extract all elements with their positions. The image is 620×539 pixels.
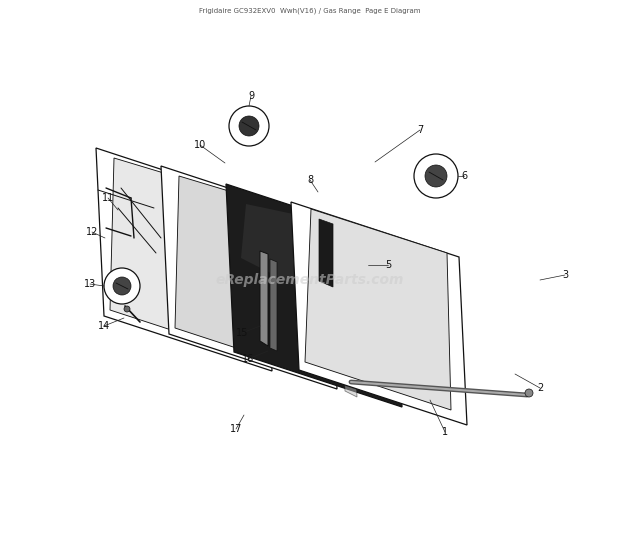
Circle shape: [425, 165, 447, 187]
Text: 2: 2: [537, 383, 543, 393]
Polygon shape: [305, 209, 451, 410]
Polygon shape: [241, 204, 369, 323]
Circle shape: [525, 389, 533, 397]
Text: 13: 13: [84, 279, 96, 289]
Polygon shape: [175, 176, 319, 375]
Polygon shape: [319, 219, 333, 287]
Text: 3: 3: [562, 270, 568, 280]
Text: 8: 8: [307, 175, 313, 185]
Text: 15: 15: [236, 328, 248, 338]
Text: 12: 12: [86, 227, 98, 237]
Text: 5: 5: [385, 260, 391, 270]
Polygon shape: [260, 251, 268, 346]
Text: 14: 14: [98, 321, 110, 331]
Polygon shape: [96, 148, 272, 371]
Circle shape: [239, 116, 259, 136]
Text: 10: 10: [194, 140, 206, 150]
Circle shape: [124, 306, 130, 312]
Text: 7: 7: [417, 125, 423, 135]
Text: 6: 6: [461, 171, 467, 181]
Circle shape: [113, 277, 131, 295]
Polygon shape: [337, 223, 357, 397]
Circle shape: [414, 154, 458, 198]
Text: 1: 1: [442, 427, 448, 437]
Polygon shape: [110, 158, 254, 357]
Polygon shape: [291, 202, 467, 425]
Text: eReplacementParts.com: eReplacementParts.com: [216, 273, 404, 287]
Polygon shape: [270, 259, 277, 351]
Text: Frigidaire GC932EXV0  Wwh(V16) / Gas Range  Page E Diagram: Frigidaire GC932EXV0 Wwh(V16) / Gas Rang…: [199, 8, 421, 15]
Text: 17: 17: [230, 424, 242, 434]
Polygon shape: [161, 166, 337, 389]
Text: 11: 11: [102, 193, 114, 203]
Circle shape: [229, 106, 269, 146]
Text: 16: 16: [242, 354, 254, 364]
Circle shape: [104, 268, 140, 304]
Polygon shape: [226, 184, 402, 407]
Text: 9: 9: [248, 91, 254, 101]
